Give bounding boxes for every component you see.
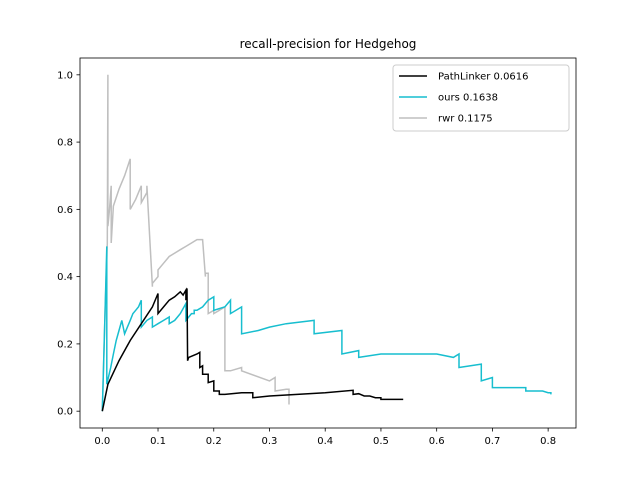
- legend: PathLinker 0.0616 ours 0.1638 rwr 0.1175: [392, 64, 570, 132]
- legend-label: PathLinker 0.0616: [438, 72, 529, 83]
- legend-box: [392, 64, 570, 132]
- legend-label: rwr 0.1175: [438, 114, 493, 125]
- y-tick-label: 0.6: [57, 205, 73, 216]
- y-axis: 0.0 0.2 0.4 0.6 0.8 1.0: [57, 70, 80, 418]
- y-tick-label: 0.2: [57, 339, 73, 350]
- x-tick-label: 0.2: [206, 436, 222, 447]
- plot-area: [79, 57, 577, 429]
- x-tick-label: 0.0: [94, 436, 110, 447]
- x-tick-label: 0.5: [373, 436, 389, 447]
- axes-frame: [79, 57, 577, 429]
- x-axis: 0.0 0.1 0.2 0.3 0.4 0.5 0.6 0.7 0.8: [94, 428, 556, 447]
- x-tick-label: 0.4: [317, 436, 333, 447]
- x-tick-label: 0.7: [484, 436, 500, 447]
- y-tick-label: 0.4: [57, 272, 73, 283]
- x-tick-label: 0.1: [150, 436, 166, 447]
- x-tick-label: 0.3: [262, 436, 278, 447]
- chart-title: recall-precision for Hedgehog: [240, 37, 417, 51]
- y-tick-label: 0.0: [57, 407, 73, 418]
- y-tick-label: 0.8: [57, 138, 73, 149]
- series-line: [101, 74, 290, 412]
- series-line: [101, 246, 552, 412]
- legend-label: ours 0.1638: [438, 93, 498, 104]
- series-line: [101, 287, 404, 412]
- series-layer: [101, 74, 552, 412]
- x-tick-label: 0.8: [540, 436, 556, 447]
- y-tick-label: 1.0: [57, 70, 73, 81]
- x-tick-label: 0.6: [429, 436, 445, 447]
